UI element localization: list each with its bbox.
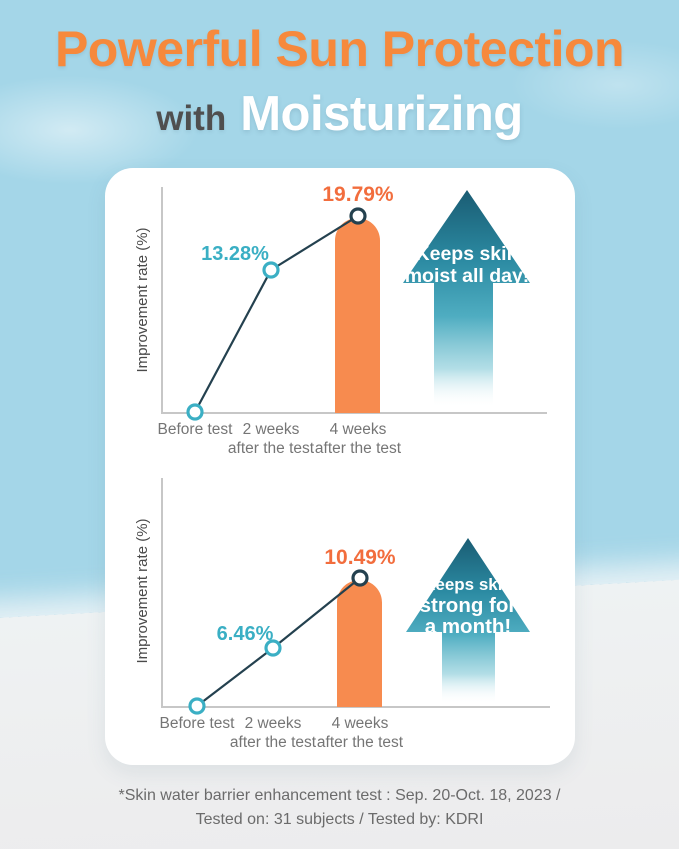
chart2-arrow-text-line1: Keeps skin [423, 575, 513, 594]
chart2-point-4weeks [351, 569, 369, 587]
chart2-ylabel: Improvement rate (%) [134, 518, 151, 663]
chart-moisture: Improvement rate (%) 13.28% 19.79% Keeps… [134, 183, 547, 457]
chart1-value-2weeks: 13.28% [201, 243, 269, 265]
chart2-tick-4weeks-l1: 4 weeks [332, 715, 389, 732]
chart2-point-2weeks [264, 639, 282, 657]
chart1-point-before [186, 403, 204, 421]
chart2-tick-before: Before test [160, 715, 236, 732]
chart1-tick-2weeks-l1: 2 weeks [243, 421, 300, 438]
title-line2: with Moisturizing [0, 90, 679, 139]
charts-card: Improvement rate (%) 13.28% 19.79% Keeps… [105, 168, 575, 765]
chart1-axes [161, 187, 547, 414]
chart1-ylabel: Improvement rate (%) [134, 227, 151, 372]
chart2-tick-4weeks-l2: after the test [317, 734, 404, 751]
footnote-line2: Tested on: 31 subjects / Tested by: KDRI [195, 811, 484, 828]
chart1-highlight-bar [335, 218, 380, 413]
chart1-point-4weeks [349, 207, 367, 225]
chart2-value-2weeks: 6.46% [217, 623, 274, 645]
chart1-value-4weeks: 19.79% [322, 183, 394, 206]
chart2-point-before [188, 697, 206, 715]
title-with: with [156, 99, 227, 138]
chart2-tick-2weeks-l1: 2 weeks [245, 715, 302, 732]
chart2-highlight-bar [337, 580, 382, 707]
chart2-value-4weeks: 10.49% [324, 546, 396, 569]
chart1-arrow-text-line2: moist all day! [405, 265, 530, 287]
chart1-tick-4weeks-l2: after the test [315, 440, 402, 457]
chart2-arrow-text-line3: a month! [425, 615, 512, 638]
chart1-tick-before: Before test [158, 421, 234, 438]
title-moisturizing: Moisturizing [240, 87, 523, 141]
chart2-axes [161, 478, 550, 708]
page-title: Powerful Sun Protection with Moisturizin… [0, 24, 679, 139]
footnote-line1: *Skin water barrier enhancement test : S… [118, 787, 561, 804]
up-arrow-icon [403, 190, 530, 405]
chart2-arrow-text-line2: strong for [420, 594, 517, 617]
chart1-arrow-text-line1: Keeps skin [416, 243, 519, 265]
test-footnote: *Skin water barrier enhancement test : S… [0, 784, 679, 832]
chart1-tick-4weeks-l1: 4 weeks [330, 421, 387, 438]
up-arrow-icon [406, 538, 530, 702]
title-line1: Powerful Sun Protection [54, 21, 625, 77]
chart-strength: Improvement rate (%) 6.46% 10.49% Keeps … [134, 478, 550, 751]
chart1-point-2weeks [262, 261, 280, 279]
chart2-tick-2weeks-l2: after the test [230, 734, 317, 751]
chart1-tick-2weeks-l2: after the test [228, 440, 315, 457]
